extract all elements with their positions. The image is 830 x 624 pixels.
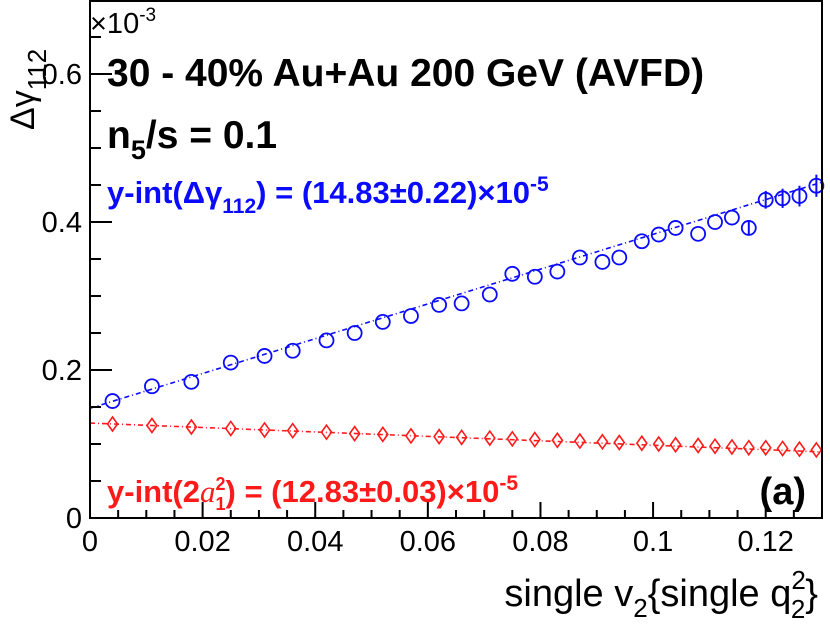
- data-point-circle: [453, 295, 470, 312]
- data-point-circle: [707, 214, 723, 230]
- y-axis-label: Δγ112: [4, 49, 52, 130]
- x-tick-label: 0.06: [400, 526, 456, 558]
- data-point-diamond: [348, 425, 361, 443]
- data-point-circle: [104, 393, 121, 409]
- data-point-circle: [690, 225, 707, 242]
- x-tick-label: 0.02: [174, 526, 230, 558]
- data-point-diamond: [483, 429, 496, 447]
- data-point-diamond: [286, 422, 299, 440]
- data-point-diamond: [810, 441, 823, 459]
- panel-label: (a): [760, 471, 806, 513]
- data-point-diamond: [433, 428, 446, 445]
- data-point-diamond: [551, 431, 564, 449]
- data-point-circle: [633, 233, 650, 250]
- data-point-diamond: [145, 417, 158, 434]
- y-multiplier: ×10-3: [90, 5, 156, 40]
- data-point-diamond: [669, 436, 682, 454]
- fit-line-red: [89, 422, 823, 453]
- data-point-circle: [650, 226, 667, 243]
- data-point-circle: [594, 254, 611, 270]
- data-point-circle: [222, 354, 239, 371]
- x-tick-label: 0.12: [737, 526, 793, 558]
- data-point-circle: [374, 313, 391, 330]
- data-point-diamond: [528, 431, 541, 448]
- data-point-diamond: [376, 426, 389, 443]
- data-point-diamond: [692, 437, 705, 454]
- axes-layer: 0 0.02 0.04 0.06 0.08 0.1 0.12 0 0.2 0.4 0.6: [42, 0, 823, 558]
- x-axis-label: single v2{single q2 2}: [504, 565, 818, 624]
- data-point-diamond: [596, 433, 609, 451]
- data-point-circle: [284, 342, 301, 359]
- x-tick-label: 0.08: [512, 526, 568, 558]
- data-point-circle: [791, 188, 808, 205]
- title-line-1: 30 - 40% Au+Au 200 GeV (AVFD): [107, 52, 704, 95]
- blue-fit-annotation: y-int(Δγ112) = (14.83±0.22)×10-5: [107, 173, 549, 218]
- data-point-circle: [526, 268, 543, 285]
- data-point-diamond: [455, 428, 468, 446]
- data-point-diamond: [106, 415, 119, 433]
- data-point-circle: [549, 263, 566, 280]
- data-point-diamond: [776, 440, 789, 457]
- y-tick-label: 0: [66, 503, 82, 535]
- data-point-circle: [144, 378, 160, 395]
- data-point-diamond: [709, 437, 721, 455]
- data-point-diamond: [742, 439, 755, 457]
- x-tick-label: 0.04: [287, 526, 343, 558]
- data-point-diamond: [759, 439, 772, 457]
- data-point-circle: [481, 286, 498, 303]
- data-point-circle: [346, 325, 363, 341]
- data-point-diamond: [185, 418, 198, 436]
- data-point-diamond: [320, 423, 333, 441]
- data-point-circle: [504, 265, 521, 282]
- title-line-2: n5/s = 0.1: [107, 114, 277, 165]
- data-point-diamond: [793, 440, 806, 458]
- data-point-circle: [183, 373, 200, 390]
- y-tick-label: 0.6: [42, 59, 82, 91]
- data-point-diamond: [725, 438, 738, 456]
- data-point-circle: [571, 249, 588, 266]
- data-point-circle: [774, 190, 791, 207]
- data-point-diamond: [652, 435, 665, 453]
- data-point-circle: [757, 191, 774, 208]
- data-point-diamond: [404, 427, 417, 445]
- data-point-circle: [724, 209, 740, 226]
- data-point-circle: [256, 348, 273, 364]
- data-point-circle: [740, 220, 757, 236]
- data-point-diamond: [613, 434, 626, 451]
- data-point-diamond: [635, 434, 648, 452]
- data-point-circle: [318, 332, 335, 349]
- data-point-diamond: [224, 420, 237, 437]
- marks-layer: [89, 174, 825, 459]
- data-point-circle: [667, 220, 684, 236]
- fit-line-blue: [89, 181, 823, 410]
- data-point-diamond: [573, 432, 586, 450]
- y-tick-label: 0.4: [42, 207, 82, 239]
- y-tick-label: 0.2: [42, 355, 82, 387]
- data-point-circle: [611, 249, 628, 266]
- data-point-circle: [808, 177, 825, 194]
- x-tick-label: 0: [82, 526, 98, 558]
- data-point-diamond: [506, 430, 519, 448]
- data-point-diamond: [258, 421, 271, 439]
- red-fit-annotation: y-int(2a2 1) = (12.83±0.03)×10-5: [107, 472, 518, 514]
- x-tick-label: 0.1: [633, 526, 673, 558]
- data-point-circle: [403, 308, 419, 324]
- data-point-circle: [431, 296, 448, 313]
